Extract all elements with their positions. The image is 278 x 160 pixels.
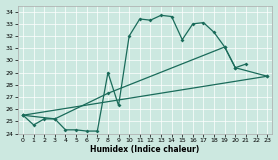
X-axis label: Humidex (Indice chaleur): Humidex (Indice chaleur) [90,145,200,154]
